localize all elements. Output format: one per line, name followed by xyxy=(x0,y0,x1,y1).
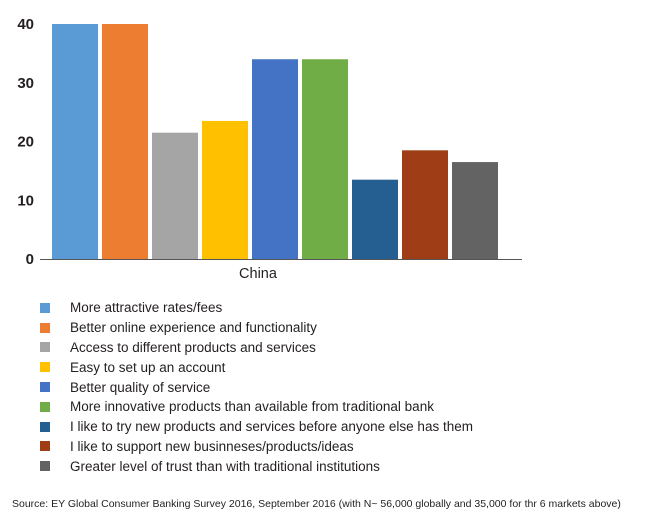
legend-swatch xyxy=(40,362,50,373)
legend: More attractive rates/fees Better online … xyxy=(40,298,473,476)
legend-label: More innovative products than available … xyxy=(70,399,434,415)
bars xyxy=(52,24,498,259)
bar-2 xyxy=(102,24,148,259)
bar-4 xyxy=(202,120,248,259)
legend-label: Access to different products and service… xyxy=(70,339,316,355)
legend-item: I like to support new businneses/product… xyxy=(40,437,473,457)
legend-item: I like to try new products and services … xyxy=(40,417,473,437)
legend-item: Access to different products and service… xyxy=(40,338,473,358)
bar-chart: 0 10 20 30 40 China xyxy=(17,16,522,282)
legend-swatch xyxy=(40,322,50,333)
bar-3 xyxy=(152,132,198,259)
legend-swatch xyxy=(40,401,50,412)
bar-9 xyxy=(452,162,498,259)
bar-7 xyxy=(352,179,398,259)
legend-swatch xyxy=(40,382,50,393)
y-tick-label: 10 xyxy=(17,192,34,209)
legend-label: Easy to set up an account xyxy=(70,359,226,375)
legend-item: More attractive rates/fees xyxy=(40,298,473,318)
y-tick-label: 30 xyxy=(17,75,34,92)
legend-swatch xyxy=(40,461,50,472)
category-label-china: China xyxy=(239,266,278,282)
bar-8 xyxy=(402,150,448,259)
legend-swatch xyxy=(40,342,50,353)
legend-label: Better quality of service xyxy=(70,379,211,395)
y-tick-label: 40 xyxy=(17,16,34,33)
legend-item: More innovative products than available … xyxy=(40,397,473,417)
legend-item: Better online experience and functionali… xyxy=(40,318,473,338)
legend-item: Easy to set up an account xyxy=(40,357,473,377)
legend-swatch xyxy=(40,302,50,313)
y-tick-label: 0 xyxy=(26,251,34,268)
legend-item: Better quality of service xyxy=(40,377,473,397)
legend-item: Greater level of trust than with traditi… xyxy=(40,456,473,476)
legend-label: Better online experience and functionali… xyxy=(70,320,317,336)
bar-1 xyxy=(52,24,98,259)
y-tick-label: 20 xyxy=(17,134,34,151)
bar-6 xyxy=(302,59,348,259)
legend-swatch xyxy=(40,441,50,452)
bar-5 xyxy=(252,59,298,259)
legend-label: I like to support new businneses/product… xyxy=(70,438,354,454)
legend-swatch xyxy=(40,421,50,432)
legend-label: Greater level of trust than with traditi… xyxy=(70,458,380,474)
y-axis-ticks: 0 10 20 30 40 xyxy=(17,16,34,268)
source-note: Source: EY Global Consumer Banking Surve… xyxy=(12,498,621,510)
legend-label: I like to try new products and services … xyxy=(70,419,473,435)
legend-label: More attractive rates/fees xyxy=(70,300,223,316)
